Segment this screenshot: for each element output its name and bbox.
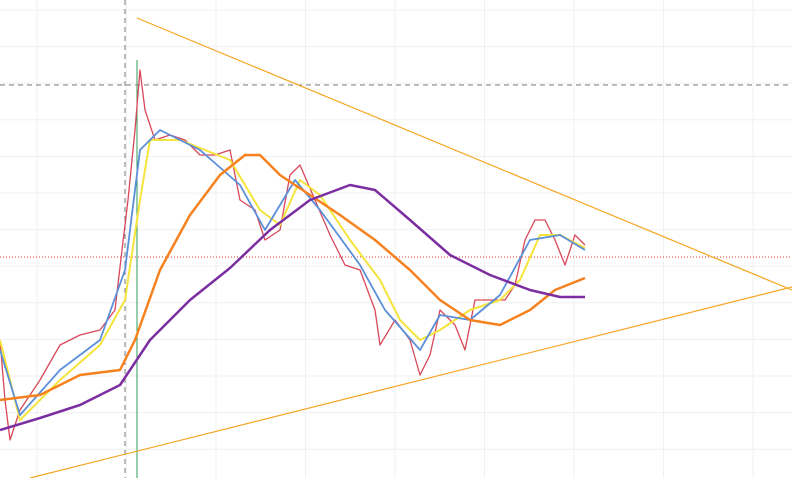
series-line: [0, 153, 586, 402]
series-line: [29, 286, 792, 478]
series-line: [0, 183, 585, 432]
series-line: [0, 69, 586, 441]
series-line: [0, 139, 586, 421]
series-line: [0, 129, 586, 416]
series-line: [136, 17, 792, 291]
